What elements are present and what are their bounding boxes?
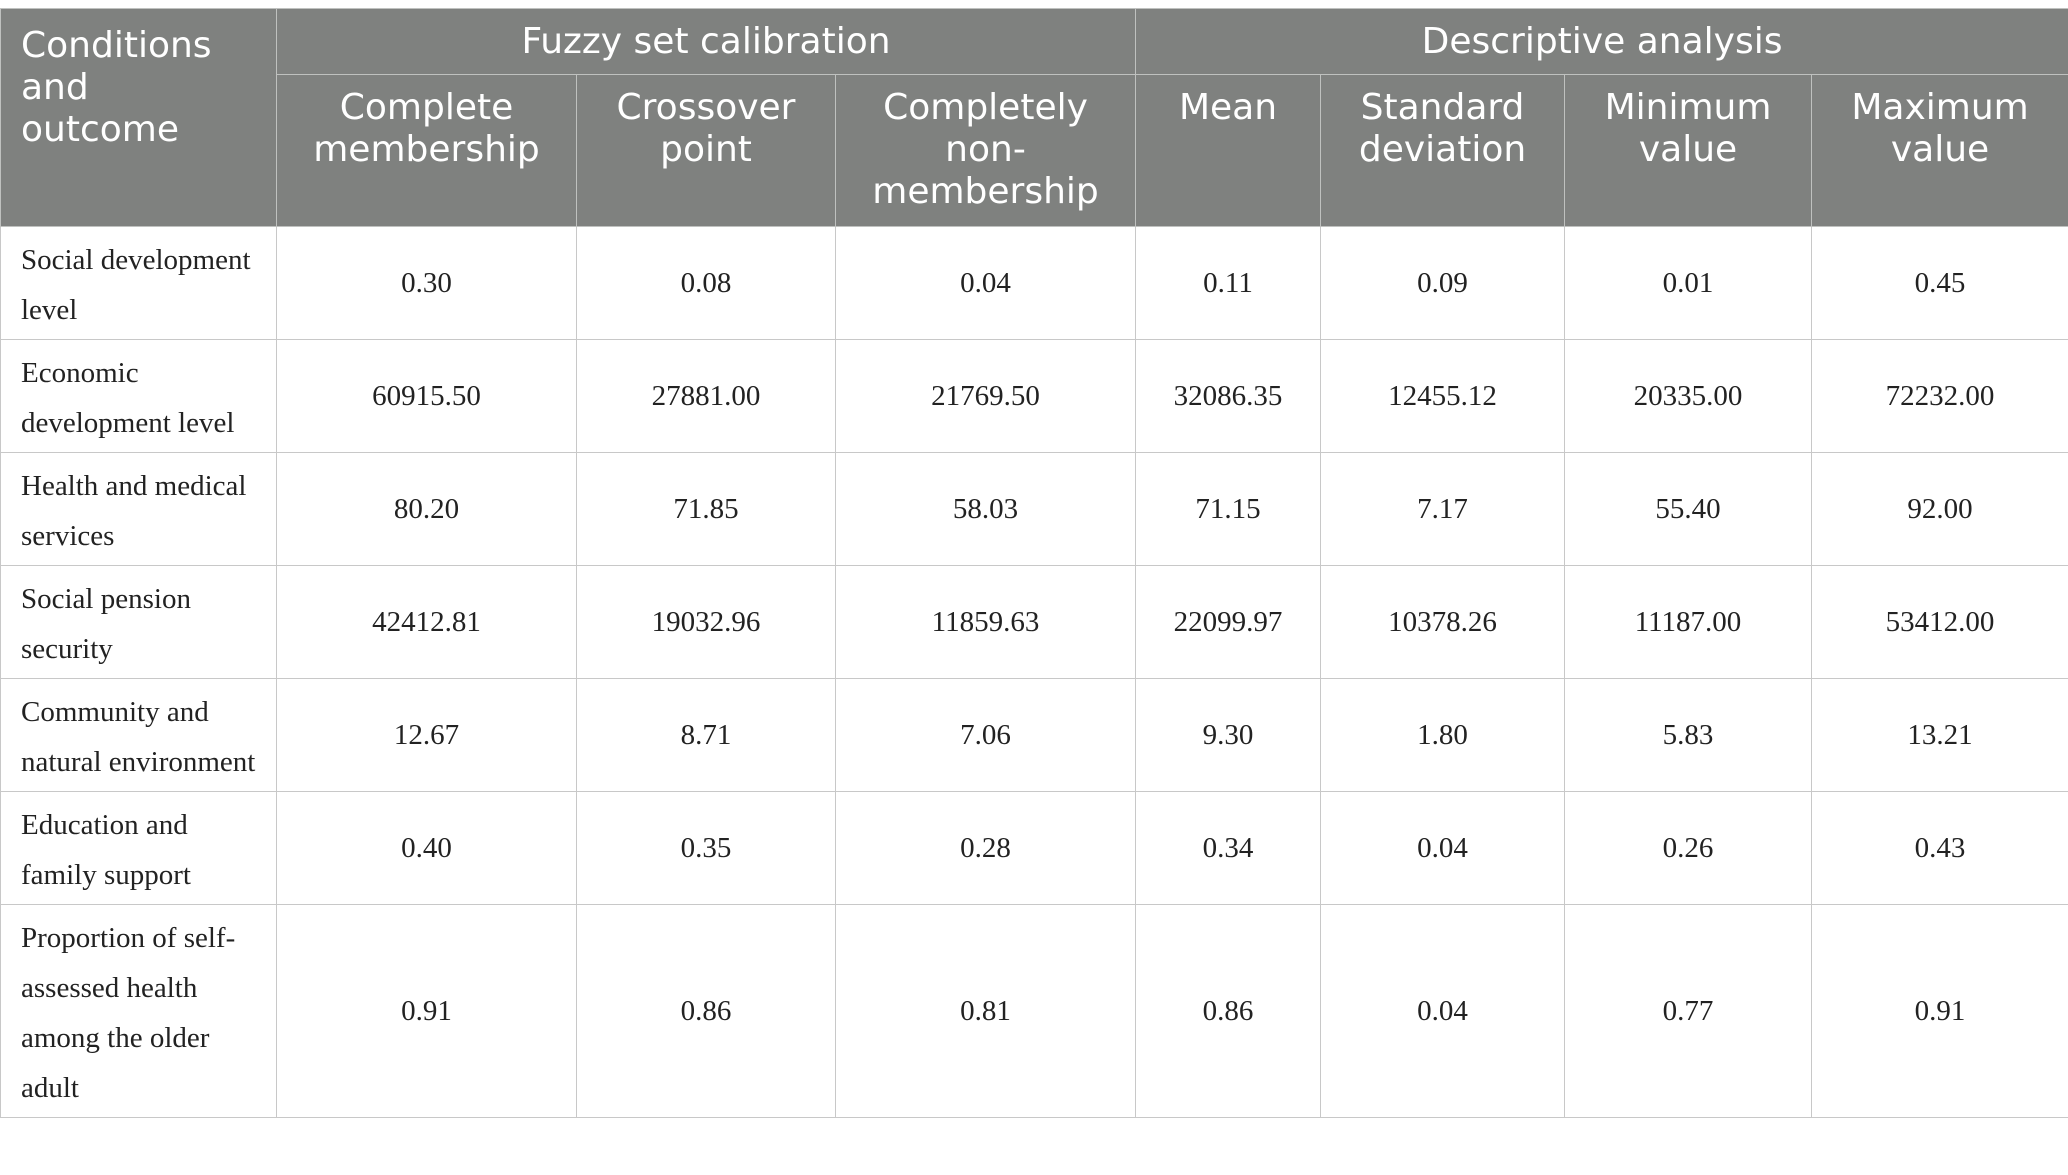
cell-completely-non-membership: 58.03 [834,452,1137,566]
table-row: Social pension security 42412.81 19032.9… [0,565,2068,679]
cell-complete-membership: 60915.50 [276,339,577,453]
cell-maximum-value: 92.00 [1811,452,2068,566]
cell-maximum-value: 13.21 [1811,678,2068,792]
cell-complete-membership: 0.91 [276,904,577,1118]
row-label: Education and family support [0,791,277,905]
header-standard-deviation: Standard deviation [1320,74,1566,227]
cell-complete-membership: 12.67 [276,678,577,792]
table-row: Education and family support 0.40 0.35 0… [0,791,2068,905]
cell-complete-membership: 42412.81 [276,565,577,679]
cell-maximum-value: 0.91 [1811,904,2068,1118]
cell-maximum-value: 72232.00 [1811,339,2068,453]
header-row-label: Conditions and outcome [0,8,277,227]
row-label: Social pension security [0,565,277,679]
cell-minimum-value: 0.01 [1564,226,1813,340]
cell-crossover-point: 0.86 [576,904,836,1118]
cell-mean: 0.86 [1135,904,1322,1118]
cell-standard-deviation: 0.09 [1320,226,1566,340]
cell-maximum-value: 53412.00 [1811,565,2068,679]
cell-mean: 9.30 [1135,678,1322,792]
cell-mean: 22099.97 [1135,565,1322,679]
table-container: Conditions and outcome Fuzzy set calibra… [0,8,2068,1118]
header-minimum-value: Minimum value [1564,74,1813,227]
row-label: Community and natural environment [0,678,277,792]
cell-maximum-value: 0.43 [1811,791,2068,905]
header-complete-membership: Complete membership [276,74,577,227]
cell-minimum-value: 55.40 [1564,452,1813,566]
header-column-row: Complete membership Crossover point Comp… [1,74,2068,227]
cell-crossover-point: 0.35 [576,791,836,905]
cell-complete-membership: 0.40 [276,791,577,905]
cell-completely-non-membership: 0.04 [834,226,1137,340]
cell-minimum-value: 0.26 [1564,791,1813,905]
cell-crossover-point: 0.08 [576,226,836,340]
row-label: Proportion of self-assessed health among… [0,904,277,1118]
cell-complete-membership: 0.30 [276,226,577,340]
cell-completely-non-membership: 0.81 [834,904,1137,1118]
cell-standard-deviation: 12455.12 [1320,339,1566,453]
header-completely-non-membership: Completely non-membership [834,74,1137,227]
table-row: Economic development level 60915.50 2788… [0,339,2068,453]
row-label: Social development level [0,226,277,340]
header-group-fuzzy: Fuzzy set calibration [275,8,1137,75]
cell-completely-non-membership: 11859.63 [834,565,1137,679]
cell-crossover-point: 71.85 [576,452,836,566]
cell-minimum-value: 11187.00 [1564,565,1813,679]
header-crossover-point: Crossover point [576,74,836,227]
cell-completely-non-membership: 0.28 [834,791,1137,905]
cell-standard-deviation: 0.04 [1320,791,1566,905]
table-row: Community and natural environment 12.67 … [0,678,2068,792]
cell-crossover-point: 27881.00 [576,339,836,453]
cell-completely-non-membership: 7.06 [834,678,1137,792]
cell-crossover-point: 19032.96 [576,565,836,679]
table-row: Health and medical services 80.20 71.85 … [0,452,2068,566]
data-table: Conditions and outcome Fuzzy set calibra… [0,8,2068,1118]
cell-mean: 71.15 [1135,452,1322,566]
header-group-descriptive: Descriptive analysis [1135,8,2068,75]
table-body: Social development level 0.30 0.08 0.04 … [0,226,2068,1118]
header-maximum-value: Maximum value [1811,74,2068,227]
cell-standard-deviation: 7.17 [1320,452,1566,566]
table-row: Proportion of self-assessed health among… [0,904,2068,1118]
cell-minimum-value: 20335.00 [1564,339,1813,453]
header-group-row: Conditions and outcome Fuzzy set calibra… [0,8,2068,227]
cell-crossover-point: 8.71 [576,678,836,792]
cell-mean: 0.34 [1135,791,1322,905]
cell-minimum-value: 5.83 [1564,678,1813,792]
table-row: Social development level 0.30 0.08 0.04 … [0,226,2068,340]
header-mean: Mean [1135,74,1322,227]
cell-mean: 32086.35 [1135,339,1322,453]
cell-standard-deviation: 1.80 [1320,678,1566,792]
table-header: Conditions and outcome Fuzzy set calibra… [0,8,2068,227]
cell-standard-deviation: 0.04 [1320,904,1566,1118]
cell-mean: 0.11 [1135,226,1322,340]
cell-minimum-value: 0.77 [1564,904,1813,1118]
cell-complete-membership: 80.20 [276,452,577,566]
cell-maximum-value: 0.45 [1811,226,2068,340]
cell-completely-non-membership: 21769.50 [834,339,1137,453]
row-label: Economic development level [0,339,277,453]
cell-standard-deviation: 10378.26 [1320,565,1566,679]
row-label: Health and medical services [0,452,277,566]
